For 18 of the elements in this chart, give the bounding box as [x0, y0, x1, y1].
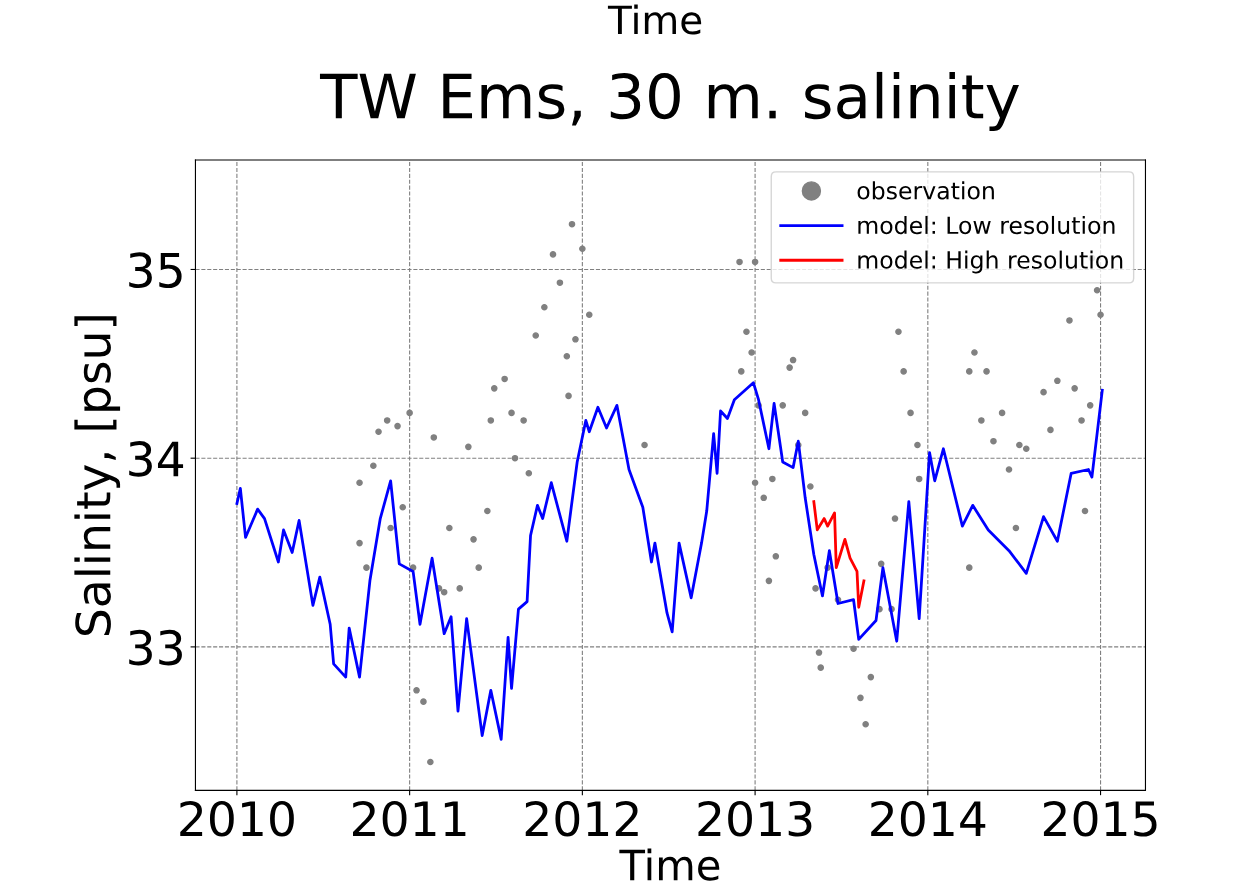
x-tick-label: 2011 [353, 800, 466, 837]
legend-label: observation [857, 181, 994, 200]
legend-label: model: High resolution [858, 250, 1123, 274]
chart-title: TW Ems, 30 m. salinity [319, 71, 1019, 132]
y-axis-title: Salinity, [psu] [74, 316, 121, 636]
line-series [812, 500, 866, 609]
line-series [235, 381, 1104, 741]
x-axis-title: Time [619, 848, 720, 881]
y-tick-label: 35 [129, 252, 182, 289]
y-tick-label: 34 [129, 441, 184, 477]
x-tick-label: 2012 [525, 800, 638, 837]
x-tick-label: 2015 [1043, 800, 1157, 837]
y-tick-label: 33 [129, 629, 182, 666]
x-tick-label: 2010 [180, 800, 294, 837]
x-tick-label: 2013 [698, 800, 812, 837]
legend-label: model: Low resolution [858, 215, 1115, 235]
x-tick-label: 2014 [871, 800, 986, 837]
text: Time [607, 4, 702, 35]
